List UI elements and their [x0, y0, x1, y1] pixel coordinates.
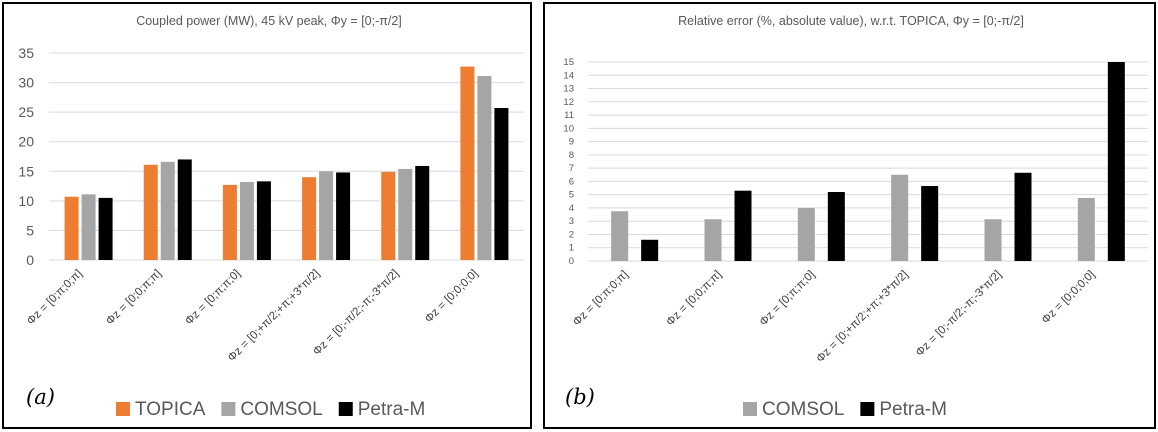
bar-comsol — [797, 207, 815, 261]
bar-petra-m — [177, 159, 192, 260]
bar-petra-m — [494, 108, 509, 260]
y-tick-label: 9 — [569, 137, 574, 148]
category-label: Φz = [0;+π/2;+π;+3*π/2] — [226, 268, 322, 364]
bar-petra-m — [734, 190, 752, 261]
y-tick-label: 6 — [569, 176, 574, 187]
bar-comsol — [984, 219, 1002, 261]
bar-petra-m — [256, 181, 271, 260]
y-tick-label: 10 — [18, 193, 34, 209]
chart-title: Coupled power (MW), 45 kV peak, Φy = [0;… — [136, 14, 402, 28]
panel-label: (a) — [26, 385, 55, 409]
bar-petra-m — [1107, 62, 1125, 261]
legend-label: Petra-M — [879, 399, 947, 420]
y-tick-label: 1 — [569, 243, 574, 254]
category-label: Φz = [0;-π/2;-π;-3*π/2] — [311, 268, 401, 358]
bar-petra-m — [641, 239, 659, 261]
y-tick-label: 2 — [569, 229, 574, 240]
category-label: Φz = [0;π;0;π] — [571, 269, 631, 329]
panel-label: (b) — [565, 385, 595, 409]
y-tick-label: 0 — [26, 252, 34, 268]
category-label: Φz = [0;0;0;0] — [1040, 269, 1098, 327]
relative-error-chart: Relative error (%, absolute value), w.r.… — [563, 14, 1148, 420]
bar-topica — [222, 184, 237, 260]
bar-comsol — [1077, 197, 1095, 261]
chart-panel-b: Relative error (%, absolute value), w.r.… — [543, 2, 1156, 429]
y-tick-label: 15 — [563, 57, 574, 68]
bar-petra-m — [827, 192, 845, 261]
bar-comsol — [611, 211, 629, 261]
legend-label: TOPICA — [135, 399, 206, 420]
bar-comsol — [477, 76, 492, 261]
category-label: Φz = [0;0;π;π] — [664, 269, 724, 329]
y-tick-label: 0 — [569, 256, 574, 267]
y-tick-label: 20 — [18, 134, 34, 150]
coupled-power-chart: Coupled power (MW), 45 kV peak, Φy = [0;… — [18, 14, 524, 420]
bar-topica — [143, 164, 158, 260]
y-tick-label: 12 — [563, 97, 574, 108]
bar-comsol — [319, 171, 334, 260]
legend-label: Petra-M — [358, 399, 426, 420]
category-label: Φz = [0;π;π;0] — [183, 268, 243, 328]
legend-swatch-comsol — [743, 402, 757, 416]
category-label: Φz = [0;0;π;π] — [104, 268, 164, 328]
category-label: Φz = [0;0;0;0] — [423, 268, 481, 326]
y-tick-label: 35 — [18, 45, 34, 61]
bar-petra-m — [336, 172, 351, 260]
y-tick-label: 10 — [563, 123, 574, 134]
bar-petra-m — [1014, 172, 1032, 261]
chart-panel-a: Coupled power (MW), 45 kV peak, Φy = [0;… — [2, 2, 532, 429]
legend-swatch-petra-m — [338, 402, 353, 416]
bar-topica — [381, 171, 396, 260]
y-tick-label: 13 — [563, 84, 574, 95]
y-tick-label: 5 — [569, 190, 574, 201]
bar-comsol — [81, 194, 96, 260]
y-tick-label: 15 — [18, 163, 34, 179]
category-label: Φz = [0;π;0;π] — [25, 268, 85, 328]
bar-comsol — [239, 181, 254, 260]
category-label: Φz = [0;+π/2;+π;+3*π/2] — [814, 269, 910, 365]
y-tick-label: 3 — [569, 216, 574, 227]
y-tick-label: 5 — [26, 222, 34, 238]
bar-comsol — [160, 161, 175, 260]
bar-comsol — [704, 219, 722, 261]
category-label: Φz = [0;-π/2;-π;-3*π/2] — [914, 269, 1004, 359]
bar-topica — [302, 177, 317, 260]
bar-comsol — [398, 168, 413, 260]
legend-label: COMSOL — [762, 399, 844, 420]
legend-swatch-petra-m — [860, 402, 875, 416]
y-tick-label: 7 — [569, 163, 574, 174]
bar-comsol — [891, 174, 909, 261]
y-tick-label: 30 — [18, 75, 34, 91]
legend-swatch-topica — [116, 402, 130, 416]
y-tick-label: 14 — [563, 70, 574, 81]
category-label: Φz = [0;π;π;0] — [758, 269, 818, 329]
bar-topica — [460, 66, 475, 260]
legend-swatch-comsol — [221, 402, 236, 416]
bar-petra-m — [921, 186, 939, 261]
bar-petra-m — [98, 197, 113, 260]
bar-topica — [64, 196, 79, 260]
legend-label: COMSOL — [240, 399, 322, 420]
y-tick-label: 4 — [569, 203, 574, 214]
y-tick-label: 11 — [564, 110, 574, 121]
y-tick-label: 8 — [569, 150, 574, 161]
y-tick-label: 25 — [18, 104, 34, 120]
bar-petra-m — [415, 165, 430, 260]
chart-title: Relative error (%, absolute value), w.r.… — [678, 14, 1024, 28]
